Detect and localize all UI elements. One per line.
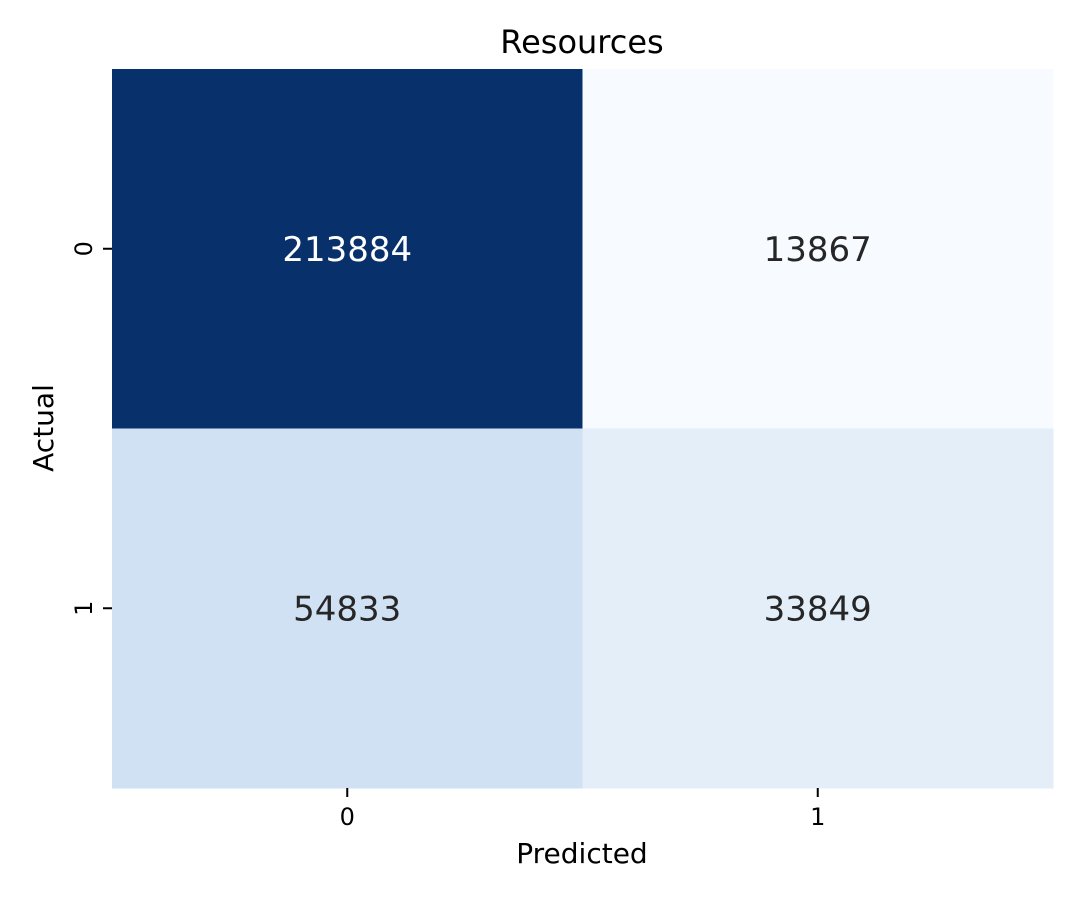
x-axis-label: Predicted [516,837,647,870]
heatmap-cell-labels: 213884 13867 54833 33849 [282,230,871,630]
x-tick-label: 1 [810,803,825,831]
heatmap-cell-label: 54833 [293,589,401,629]
heatmap-cells [112,69,1054,789]
heatmap-cell [582,69,1054,429]
heatmap-cell-label: 13867 [764,230,872,270]
y-tick-label: 0 [70,241,98,256]
y-tick-label: 1 [70,601,98,616]
heatmap-cell [112,69,583,429]
heatmap-cell-label: 33849 [764,589,872,629]
y-axis-ticks: 01 [70,241,112,616]
heatmap-cell [582,428,1054,789]
y-axis-label: Actual [27,384,60,472]
heatmap-cell [112,428,583,789]
x-tick-label: 0 [340,803,355,831]
chart-title: Resources [500,23,663,61]
heatmap-cell-label: 213884 [282,230,412,270]
